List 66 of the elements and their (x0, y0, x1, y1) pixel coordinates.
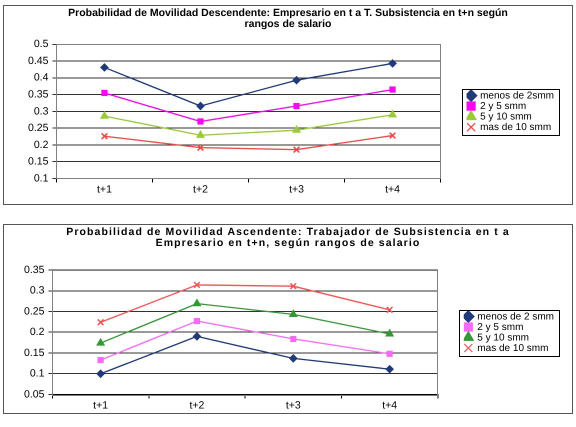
point (98, 356, 104, 364)
legend-label: 2 y 5 smm (477, 322, 524, 333)
point (289, 310, 298, 318)
x-tick-label: t+4 (382, 400, 398, 412)
legend-label: menos de 2 smm (477, 311, 554, 322)
point (196, 130, 205, 138)
point (386, 365, 394, 374)
point (386, 306, 393, 314)
chart-title: Probabilidad de Movilidad Descendente: Empresario en t a T. Subsistencia en t+n según rangos de salario (67, 7, 509, 30)
point (97, 318, 104, 326)
point (192, 299, 202, 306)
point (386, 350, 393, 357)
y-tick-label: 0.3 (34, 105, 49, 118)
x-tick-label: t+2 (193, 184, 208, 196)
y-tick-label: 0.35 (28, 88, 49, 101)
point (389, 132, 396, 139)
y-tick-label: 0.15 (24, 346, 45, 359)
y-tick-label: 0.2 (30, 326, 45, 338)
point (389, 86, 396, 93)
y-tick-label: 0.3 (30, 284, 45, 297)
y-tick-label: 0.1 (30, 368, 45, 380)
point (196, 102, 205, 110)
point (194, 318, 200, 324)
point (386, 329, 394, 337)
point (194, 282, 200, 288)
point (388, 59, 397, 68)
legend-label: 2 y 5 smm (480, 100, 526, 112)
point (290, 336, 296, 342)
x-tick-label: t+1 (97, 184, 112, 196)
x-tick-label: t+2 (190, 400, 205, 412)
x-tick-label: t+3 (289, 184, 304, 196)
y-tick-label: 0.25 (24, 305, 45, 318)
legend-label: mas de 10 smm (480, 122, 552, 133)
y-tick-label: 0.2 (34, 138, 49, 151)
y-tick-label: 0.4 (34, 72, 49, 84)
point (96, 338, 105, 346)
point (292, 76, 301, 84)
point (100, 63, 109, 72)
y-tick-label: 0.25 (28, 122, 49, 134)
point (96, 370, 105, 378)
legend-label: mas de 10 smm (477, 342, 548, 354)
y-tick-label: 0.35 (24, 264, 45, 276)
x-tick-label: t+4 (385, 184, 400, 196)
point (388, 110, 397, 118)
point (292, 126, 301, 133)
point (293, 102, 300, 110)
point (197, 118, 204, 125)
y-tick-label: 0.1 (34, 172, 49, 184)
legend-label: 5 y 10 smm (477, 332, 529, 344)
point (101, 132, 108, 140)
legend-label: 5 y 10 smm (480, 111, 532, 122)
point (293, 146, 300, 154)
y-tick-label: 0.5 (34, 38, 49, 50)
chart-title: Probabilidad de Movilidad Ascendente: Trabajador de Subsistencia en t a Empresario en t+n, según rangos de salario (65, 226, 511, 249)
y-tick-label: 0.05 (24, 388, 45, 400)
point (101, 90, 108, 96)
y-tick-label: 0.45 (28, 54, 49, 67)
x-tick-label: t+1 (93, 400, 108, 412)
point (290, 282, 297, 290)
y-tick-label: 0.15 (28, 156, 49, 168)
point (289, 354, 298, 362)
x-tick-label: t+3 (286, 400, 301, 412)
point (100, 111, 109, 119)
point (197, 144, 204, 151)
point (192, 332, 202, 340)
legend-label: menos de 2smm (480, 90, 554, 102)
